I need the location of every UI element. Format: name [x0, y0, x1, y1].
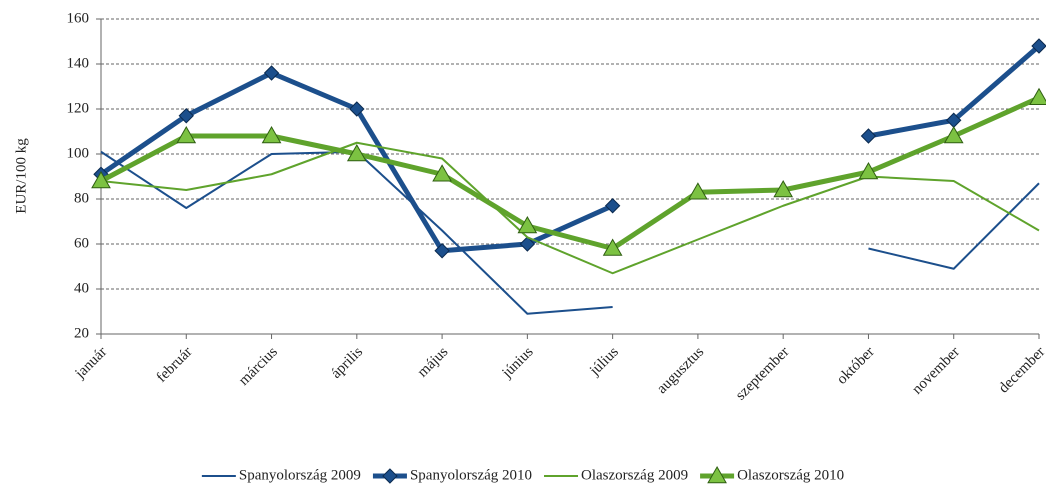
x-tick-label: október — [834, 344, 878, 388]
y-tick-label: 40 — [74, 280, 89, 296]
marker — [602, 238, 623, 256]
x-tick-label: július — [586, 344, 622, 380]
y-tick-label: 160 — [67, 10, 90, 26]
x-tick-label: november — [909, 344, 963, 398]
legend: Spanyolország 2009 Spanyolország 2010 Olas… — [201, 465, 844, 484]
marker — [943, 125, 964, 144]
marker — [1031, 38, 1046, 54]
marker — [382, 468, 398, 484]
marker — [432, 164, 452, 182]
legend-label: Spanyolország 2010 — [410, 467, 532, 483]
x-tick-label: április — [328, 344, 366, 382]
marker — [346, 143, 367, 162]
x-tick-label: január — [72, 344, 111, 383]
marker — [263, 65, 280, 81]
x-tick-label: június — [499, 344, 537, 382]
marker — [519, 236, 536, 252]
y-tick-label: 120 — [67, 100, 90, 116]
marker — [604, 198, 621, 214]
marker — [261, 125, 282, 144]
marker — [773, 179, 794, 198]
legend-label: Olaszország 2009 — [581, 467, 688, 483]
x-tick-label: december — [996, 344, 1046, 397]
marker — [176, 125, 197, 144]
x-tick-label: augusztus — [654, 344, 707, 397]
marker — [178, 108, 194, 124]
marker — [688, 182, 708, 200]
series-line — [99, 95, 1041, 251]
marker — [517, 215, 538, 234]
legend-label: Spanyolország 2009 — [239, 467, 361, 483]
x-tick-label: február — [154, 344, 196, 386]
marker — [860, 128, 877, 144]
x-tick-label: szeptember — [733, 344, 793, 404]
marker — [434, 243, 450, 259]
y-tick-label: 100 — [67, 145, 90, 161]
marker — [349, 101, 365, 117]
marker — [858, 161, 879, 180]
y-axis-label: EUR/100 kg — [13, 138, 29, 214]
y-tick-label: 80 — [74, 190, 89, 206]
y-tick-label: 60 — [74, 235, 89, 251]
x-tick-label: május — [415, 344, 452, 381]
marker — [707, 465, 727, 484]
y-tick-label: 20 — [74, 325, 89, 341]
x-tick-label: március — [236, 344, 281, 389]
series-line — [99, 70, 614, 254]
series-line — [100, 141, 1040, 275]
legend-label: Olaszország 2010 — [737, 467, 844, 483]
marker — [91, 170, 111, 189]
series-line — [868, 182, 1040, 270]
marker — [1029, 87, 1046, 105]
y-tick-label: 140 — [67, 55, 90, 71]
